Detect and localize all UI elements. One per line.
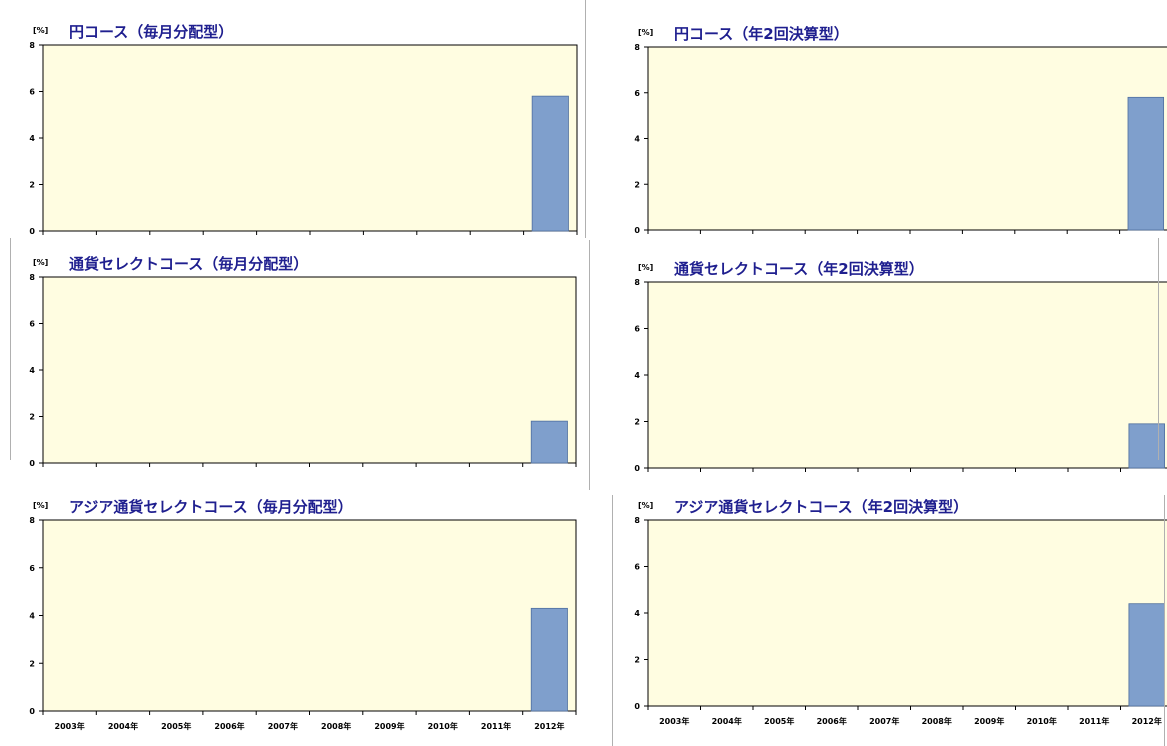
y-tick-label: 0 — [29, 227, 35, 236]
chart-title: 通貨セレクトコース（毎月分配型） — [69, 255, 308, 273]
chart-title: アジア通貨セレクトコース（毎月分配型） — [69, 498, 353, 516]
y-tick-label: 6 — [634, 325, 640, 334]
x-tick-label: 2006年 — [214, 721, 244, 731]
y-tick-label: 2 — [29, 181, 35, 190]
x-tick-label: 2004年 — [108, 721, 138, 731]
x-tick-label: 2010年 — [1027, 716, 1057, 726]
x-tick-label: 2011年 — [1079, 716, 1109, 726]
frame-line-v-bottom-right — [1164, 495, 1165, 746]
chart-panel-yen-semiannual: 円コース（年2回決算型） [%] 0 2 4 6 8 — [588, 0, 1167, 240]
plot-area — [647, 281, 1167, 469]
y-tick-label: 4 — [29, 612, 35, 621]
x-tick-label: 2007年 — [869, 716, 899, 726]
y-unit-label: [%] — [638, 28, 653, 37]
y-tick-label: 0 — [634, 226, 640, 235]
chart-panel-asia-currency-monthly: アジア通貨セレクトコース（毎月分配型） [%] 0 2 4 6 8 2003年 2004年 200… — [0, 485, 588, 746]
y-tick-label: 2 — [634, 180, 640, 189]
y-tick-label: 4 — [634, 609, 640, 618]
plot-area — [647, 46, 1167, 231]
frame-line-v-mid-2 — [589, 240, 590, 490]
x-tick-label: 2003年 — [55, 721, 85, 731]
chart-svg: アジア通貨セレクトコース（年2回決算型） [%] 0 2 4 6 8 2003年 2004年 20… — [634, 498, 1167, 726]
chart-svg: 通貨セレクトコース（毎月分配型） [%] 0 2 4 6 8 — [29, 255, 577, 468]
y-tick-label: 4 — [29, 366, 35, 375]
y-tick-label: 8 — [634, 43, 640, 52]
y-tick-label: 8 — [634, 278, 640, 287]
y-tick-label: 0 — [634, 464, 640, 473]
frame-line-v-mid — [585, 0, 586, 238]
x-tick-label: 2009年 — [374, 721, 404, 731]
chart-title: アジア通貨セレクトコース（年2回決算型） — [674, 498, 968, 516]
plot-area — [42, 276, 577, 464]
y-tick-label: 6 — [29, 564, 35, 573]
y-tick-label: 6 — [634, 89, 640, 98]
frame-line-v-right — [1158, 238, 1159, 460]
x-tick-label: 2012年 — [1132, 716, 1162, 726]
x-tick-label: 2007年 — [268, 721, 298, 731]
y-unit-label: [%] — [33, 26, 48, 35]
bar — [530, 607, 568, 712]
frame-line-v-left — [10, 238, 11, 460]
x-tick-label: 2005年 — [161, 721, 191, 731]
y-tick-label: 6 — [634, 563, 640, 572]
y-tick-label: 2 — [634, 418, 640, 427]
y-tick-label: 6 — [29, 320, 35, 329]
y-unit-label: [%] — [638, 263, 653, 272]
chart-svg: 円コース（年2回決算型） [%] 0 2 4 6 8 — [634, 25, 1167, 235]
x-tick-label: 2008年 — [321, 721, 351, 731]
y-tick-label: 0 — [29, 459, 35, 468]
bar — [1128, 423, 1166, 469]
y-tick-label: 0 — [29, 707, 35, 716]
bar — [1127, 96, 1165, 231]
x-tick-label: 2011年 — [481, 721, 511, 731]
x-tick-label: 2003年 — [659, 716, 689, 726]
chart-panel-currency-select-semiannual: 通貨セレクトコース（年2回決算型） [%] 0 2 4 6 8 — [588, 240, 1167, 485]
x-tick-label: 2005年 — [764, 716, 794, 726]
y-tick-label: 2 — [29, 659, 35, 668]
bar — [531, 95, 569, 232]
x-tick-label: 2009年 — [974, 716, 1004, 726]
y-unit-label: [%] — [33, 501, 48, 510]
plot-area — [647, 519, 1167, 707]
y-tick-label: 6 — [29, 88, 35, 97]
y-tick-label: 4 — [634, 135, 640, 144]
y-tick-label: 2 — [29, 413, 35, 422]
chart-panel-asia-currency-semiannual: アジア通貨セレクトコース（年2回決算型） [%] 0 2 4 6 8 2003年 2004年 20… — [588, 485, 1167, 746]
chart-title: 円コース（毎月分配型） — [69, 23, 233, 41]
plot-area — [42, 519, 577, 712]
frame-line-v-bottom-mid — [612, 495, 613, 746]
x-tick-label: 2008年 — [922, 716, 952, 726]
bar — [1128, 603, 1166, 707]
x-tick-label: 2010年 — [428, 721, 458, 731]
bar — [530, 420, 568, 464]
chart-panel-yen-monthly: 円コース（毎月分配型） [%] 0 2 4 6 8 — [0, 0, 588, 240]
x-tick-label: 2012年 — [534, 721, 564, 731]
plot-area — [42, 44, 578, 232]
y-tick-label: 4 — [29, 134, 35, 143]
y-tick-label: 8 — [29, 273, 35, 282]
y-tick-label: 8 — [29, 516, 35, 525]
chart-title: 通貨セレクトコース（年2回決算型） — [674, 260, 924, 278]
chart-svg: アジア通貨セレクトコース（毎月分配型） [%] 0 2 4 6 8 2003年 2004年 200… — [29, 498, 577, 731]
y-tick-label: 2 — [634, 656, 640, 665]
chart-title: 円コース（年2回決算型） — [674, 25, 849, 43]
chart-svg: 円コース（毎月分配型） [%] 0 2 4 6 8 — [29, 23, 578, 236]
chart-panel-currency-select-monthly: 通貨セレクトコース（毎月分配型） [%] 0 2 4 6 8 — [0, 240, 588, 485]
x-tick-label: 2006年 — [817, 716, 847, 726]
y-tick-label: 0 — [634, 702, 640, 711]
x-tick-label: 2004年 — [712, 716, 742, 726]
chart-svg: 通貨セレクトコース（年2回決算型） [%] 0 2 4 6 8 — [634, 260, 1167, 473]
y-unit-label: [%] — [33, 258, 48, 267]
y-tick-label: 8 — [634, 516, 640, 525]
y-tick-label: 8 — [29, 41, 35, 50]
y-unit-label: [%] — [638, 501, 653, 510]
y-tick-label: 4 — [634, 371, 640, 380]
